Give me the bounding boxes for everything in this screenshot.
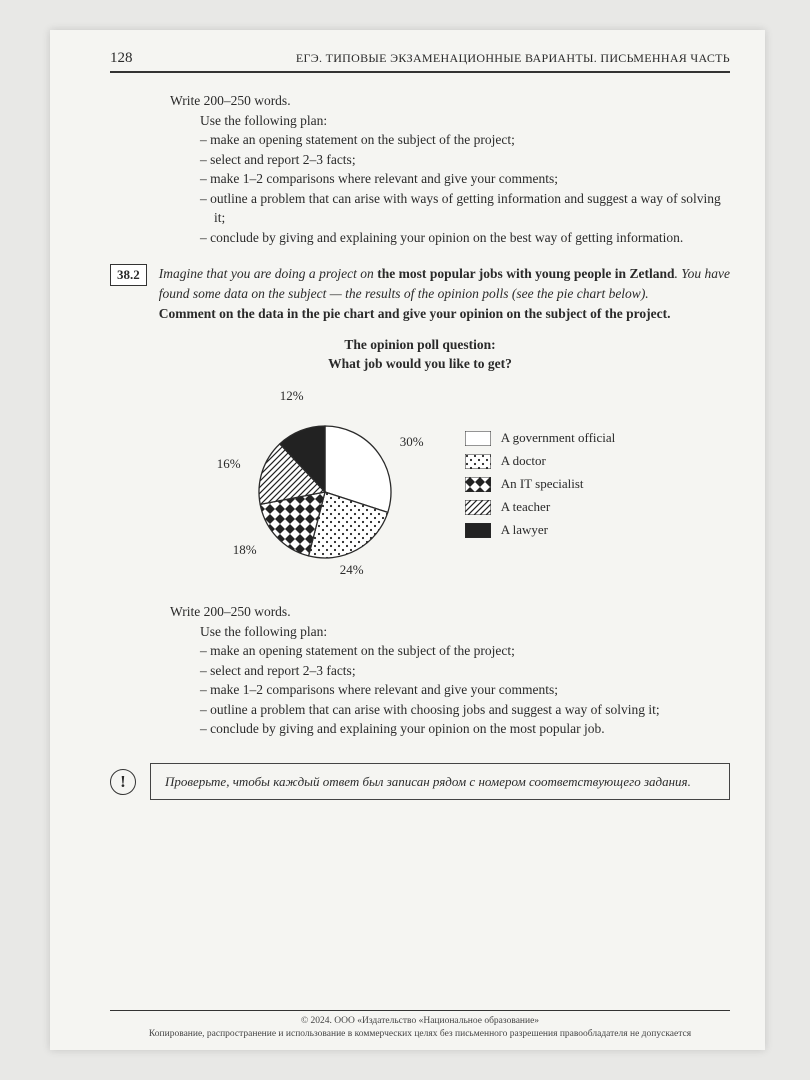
legend-swatch	[465, 500, 491, 515]
plan1-use: Use the following plan:	[110, 111, 730, 131]
plan-1: Write 200–250 words. Use the following p…	[110, 91, 730, 248]
pie-slice-label: 18%	[233, 542, 257, 558]
chart-title-line2: What job would you like to get?	[328, 356, 512, 371]
plan-2: Write 200–250 words. Use the following p…	[110, 602, 730, 739]
task-block: 38.2 Imagine that you are doing a projec…	[110, 264, 730, 325]
plan2-item-3: – outline a problem that can arise with …	[110, 700, 730, 720]
pie-chart: 30%24%18%16%12%	[225, 384, 425, 584]
pie-slice-label: 30%	[400, 434, 424, 450]
legend-swatch	[465, 523, 491, 538]
legend-swatch	[465, 454, 491, 469]
notice: ! Проверьте, чтобы каждый ответ был запи…	[110, 763, 730, 801]
pie-slice-label: 16%	[217, 456, 241, 472]
plan2-write: Write 200–250 words.	[110, 602, 730, 622]
chart-title: The opinion poll question: What job woul…	[110, 336, 730, 374]
exclamation-icon: !	[110, 769, 136, 795]
pie-slice-label: 24%	[340, 562, 364, 578]
plan1-item-2: – make 1–2 comparisons where relevant an…	[110, 169, 730, 189]
notice-text: Проверьте, чтобы каждый ответ был записа…	[150, 763, 730, 801]
legend-label: A doctor	[501, 453, 546, 469]
legend-row: A doctor	[465, 453, 616, 469]
plan2-item-0: – make an opening statement on the subje…	[110, 641, 730, 661]
plan2-item-4: – conclude by giving and explaining your…	[110, 719, 730, 739]
task-intro: Imagine that you are doing a project on	[159, 266, 377, 281]
plan1-item-1: – select and report 2–3 facts;	[110, 150, 730, 170]
chart-title-line1: The opinion poll question:	[344, 337, 495, 352]
plan1-write: Write 200–250 words.	[110, 91, 730, 111]
legend-label: A lawyer	[501, 522, 548, 538]
legend-row: A lawyer	[465, 522, 616, 538]
legend-label: An IT specialist	[501, 476, 584, 492]
task-command: Comment on the data in the pie chart and…	[159, 306, 671, 321]
plan2-use: Use the following plan:	[110, 622, 730, 642]
legend-label: A teacher	[501, 499, 550, 515]
chart-area: 30% 24% 18% 16% 12% A government official A d…	[110, 384, 730, 584]
legend-swatch	[465, 431, 491, 446]
chart-block: The opinion poll question: What job woul…	[110, 336, 730, 584]
pie-slice-label: 12%	[280, 388, 304, 404]
legend-row: A teacher	[465, 499, 616, 515]
page-header: 128 ЕГЭ. ТИПОВЫЕ ЭКЗАМЕНАЦИОННЫЕ ВАРИАНТ…	[110, 50, 730, 73]
plan1-item-0: – make an opening statement on the subje…	[110, 130, 730, 150]
page: 128 ЕГЭ. ТИПОВЫЕ ЭКЗАМЕНАЦИОННЫЕ ВАРИАНТ…	[50, 30, 765, 1050]
header-title: ЕГЭ. ТИПОВЫЕ ЭКЗАМЕНАЦИОННЫЕ ВАРИАНТЫ. П…	[296, 51, 730, 66]
legend-label: A government official	[501, 430, 616, 446]
page-number: 128	[110, 50, 133, 67]
task-topic: the most popular jobs with young people …	[377, 266, 674, 281]
plan2-item-1: – select and report 2–3 facts;	[110, 661, 730, 681]
plan1-item-4: – conclude by giving and explaining your…	[110, 228, 730, 248]
plan2-item-2: – make 1–2 comparisons where relevant an…	[110, 680, 730, 700]
plan1-item-3: – outline a problem that can arise with …	[110, 189, 730, 228]
footer: © 2024. ООО «Издательство «Национальное …	[110, 1010, 730, 1040]
legend-swatch	[465, 477, 491, 492]
legend-row: An IT specialist	[465, 476, 616, 492]
task-text: Imagine that you are doing a project on …	[159, 264, 730, 325]
legend: A government official A doctor An IT speci…	[465, 423, 616, 545]
task-number: 38.2	[110, 264, 147, 286]
footer-line2: Копирование, распространение и использов…	[110, 1028, 730, 1040]
footer-line1: © 2024. ООО «Издательство «Национальное …	[110, 1015, 730, 1027]
legend-row: A government official	[465, 430, 616, 446]
